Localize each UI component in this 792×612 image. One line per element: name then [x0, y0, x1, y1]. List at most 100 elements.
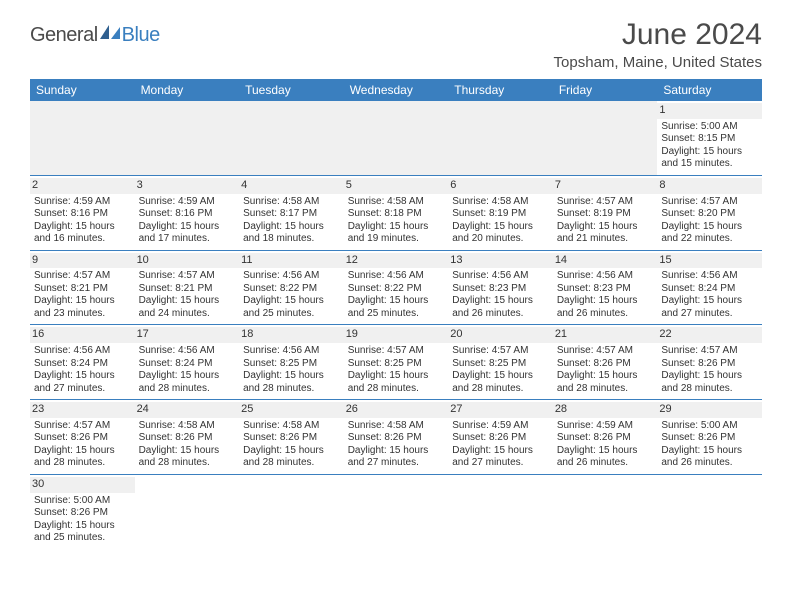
- day-number: 30: [30, 477, 135, 493]
- calendar-day-cell: 20Sunrise: 4:57 AMSunset: 8:25 PMDayligh…: [448, 325, 553, 400]
- day-detail-line: Sunset: 8:26 PM: [557, 432, 654, 445]
- day-detail-line: and 27 minutes.: [661, 308, 758, 321]
- day-detail-line: Sunrise: 4:57 AM: [661, 345, 758, 358]
- day-number: 24: [135, 402, 240, 418]
- calendar-day-cell: 5Sunrise: 4:58 AMSunset: 8:18 PMDaylight…: [344, 175, 449, 250]
- calendar-day-cell: [448, 474, 553, 548]
- day-detail-line: and 25 minutes.: [34, 532, 131, 545]
- day-detail-line: and 19 minutes.: [348, 233, 445, 246]
- calendar-day-cell: [135, 101, 240, 175]
- day-detail-line: Sunset: 8:25 PM: [348, 358, 445, 371]
- day-detail-line: and 28 minutes.: [557, 383, 654, 396]
- day-detail-line: Sunrise: 4:57 AM: [34, 270, 131, 283]
- day-detail-line: and 28 minutes.: [34, 457, 131, 470]
- day-detail-line: Sunrise: 4:57 AM: [34, 420, 131, 433]
- weekday-header: Monday: [135, 79, 240, 101]
- calendar-day-cell: 15Sunrise: 4:56 AMSunset: 8:24 PMDayligh…: [657, 250, 762, 325]
- day-detail-line: Sunrise: 4:56 AM: [557, 270, 654, 283]
- calendar-week-row: 30Sunrise: 5:00 AMSunset: 8:26 PMDayligh…: [30, 474, 762, 548]
- day-detail-line: Daylight: 15 hours: [348, 295, 445, 308]
- day-detail-line: Sunset: 8:26 PM: [243, 432, 340, 445]
- day-detail-line: and 16 minutes.: [34, 233, 131, 246]
- calendar-header-row: Sunday Monday Tuesday Wednesday Thursday…: [30, 79, 762, 101]
- day-detail-line: Daylight: 15 hours: [34, 295, 131, 308]
- day-detail-line: Sunset: 8:23 PM: [452, 283, 549, 296]
- day-detail-line: Sunrise: 4:59 AM: [34, 196, 131, 209]
- day-detail-line: Sunset: 8:24 PM: [34, 358, 131, 371]
- day-detail-line: Daylight: 15 hours: [139, 295, 236, 308]
- day-number: 19: [344, 327, 449, 343]
- day-detail-line: Daylight: 15 hours: [452, 445, 549, 458]
- calendar-day-cell: 1Sunrise: 5:00 AMSunset: 8:15 PMDaylight…: [657, 101, 762, 175]
- calendar-day-cell: 14Sunrise: 4:56 AMSunset: 8:23 PMDayligh…: [553, 250, 658, 325]
- calendar-day-cell: 23Sunrise: 4:57 AMSunset: 8:26 PMDayligh…: [30, 400, 135, 475]
- calendar-week-row: 23Sunrise: 4:57 AMSunset: 8:26 PMDayligh…: [30, 400, 762, 475]
- calendar-day-cell: [239, 474, 344, 548]
- day-detail-line: Daylight: 15 hours: [452, 221, 549, 234]
- day-detail-line: and 27 minutes.: [34, 383, 131, 396]
- day-detail-line: Daylight: 15 hours: [661, 295, 758, 308]
- day-number: 17: [135, 327, 240, 343]
- day-number: 1: [657, 103, 762, 119]
- calendar-week-row: 1Sunrise: 5:00 AMSunset: 8:15 PMDaylight…: [30, 101, 762, 175]
- day-number: 6: [448, 178, 553, 194]
- day-detail-line: and 28 minutes.: [243, 457, 340, 470]
- calendar-day-cell: 16Sunrise: 4:56 AMSunset: 8:24 PMDayligh…: [30, 325, 135, 400]
- day-detail-line: and 28 minutes.: [139, 383, 236, 396]
- calendar-day-cell: 10Sunrise: 4:57 AMSunset: 8:21 PMDayligh…: [135, 250, 240, 325]
- day-detail-line: Sunset: 8:20 PM: [661, 208, 758, 221]
- day-detail-line: Sunset: 8:26 PM: [557, 358, 654, 371]
- calendar-week-row: 16Sunrise: 4:56 AMSunset: 8:24 PMDayligh…: [30, 325, 762, 400]
- day-number: 22: [657, 327, 762, 343]
- calendar-day-cell: [344, 101, 449, 175]
- day-detail-line: Daylight: 15 hours: [348, 221, 445, 234]
- calendar-day-cell: [657, 474, 762, 548]
- day-number: 28: [553, 402, 658, 418]
- day-detail-line: Sunset: 8:26 PM: [452, 432, 549, 445]
- day-detail-line: Daylight: 15 hours: [243, 445, 340, 458]
- calendar-day-cell: 27 Sunrise: 4:59 AMSunset: 8:26 PMDayligh…: [448, 400, 553, 475]
- day-detail-line: Daylight: 15 hours: [139, 370, 236, 383]
- day-number: 9: [30, 253, 135, 269]
- day-detail-line: Daylight: 15 hours: [661, 370, 758, 383]
- day-detail-line: and 22 minutes.: [661, 233, 758, 246]
- weekday-header: Friday: [553, 79, 658, 101]
- calendar-day-cell: 30Sunrise: 5:00 AMSunset: 8:26 PMDayligh…: [30, 474, 135, 548]
- day-detail-line: Sunrise: 4:58 AM: [243, 420, 340, 433]
- day-detail-line: and 26 minutes.: [452, 308, 549, 321]
- day-detail-line: Sunset: 8:21 PM: [34, 283, 131, 296]
- day-detail-line: Sunrise: 4:59 AM: [452, 420, 549, 433]
- day-detail-line: Sunset: 8:22 PM: [348, 283, 445, 296]
- day-number: 18: [239, 327, 344, 343]
- day-number: 27: [448, 402, 553, 418]
- day-detail-line: Sunrise: 5:00 AM: [34, 495, 131, 508]
- day-detail-line: Sunset: 8:26 PM: [661, 432, 758, 445]
- day-number: 13: [448, 253, 553, 269]
- day-detail-line: and 17 minutes.: [139, 233, 236, 246]
- calendar-day-cell: 9Sunrise: 4:57 AMSunset: 8:21 PMDaylight…: [30, 250, 135, 325]
- calendar-day-cell: 7Sunrise: 4:57 AMSunset: 8:19 PMDaylight…: [553, 175, 658, 250]
- weekday-header: Thursday: [448, 79, 553, 101]
- day-detail-line: Sunrise: 4:58 AM: [139, 420, 236, 433]
- day-detail-line: Sunset: 8:16 PM: [34, 208, 131, 221]
- day-detail-line: and 28 minutes.: [452, 383, 549, 396]
- day-detail-line: Daylight: 15 hours: [557, 221, 654, 234]
- day-number: 10: [135, 253, 240, 269]
- day-detail-line: Sunrise: 4:58 AM: [348, 196, 445, 209]
- day-detail-line: Sunset: 8:25 PM: [243, 358, 340, 371]
- calendar-day-cell: 8Sunrise: 4:57 AMSunset: 8:20 PMDaylight…: [657, 175, 762, 250]
- day-detail-line: Daylight: 15 hours: [452, 295, 549, 308]
- day-number: 8: [657, 178, 762, 194]
- calendar-day-cell: [553, 101, 658, 175]
- day-detail-line: Sunrise: 4:59 AM: [557, 420, 654, 433]
- day-detail-line: Daylight: 15 hours: [243, 370, 340, 383]
- day-detail-line: and 28 minutes.: [243, 383, 340, 396]
- day-detail-line: Daylight: 15 hours: [139, 445, 236, 458]
- sail-icon: [100, 25, 122, 39]
- calendar-day-cell: 4Sunrise: 4:58 AMSunset: 8:17 PMDaylight…: [239, 175, 344, 250]
- day-detail-line: Sunrise: 4:56 AM: [452, 270, 549, 283]
- day-detail-line: Daylight: 15 hours: [661, 146, 758, 159]
- day-detail-line: and 27 minutes.: [348, 457, 445, 470]
- weekday-header: Wednesday: [344, 79, 449, 101]
- day-number: 25: [239, 402, 344, 418]
